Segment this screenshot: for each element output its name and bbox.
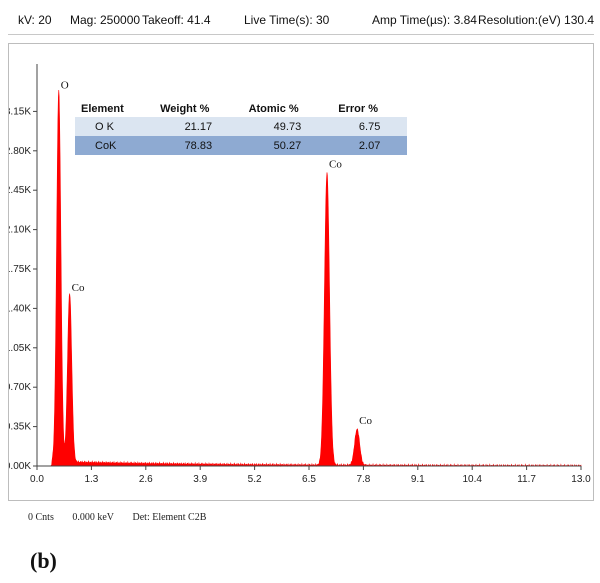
x-tick-label: 1.3: [84, 474, 98, 485]
kv-readout: kV: 20: [18, 13, 52, 27]
mag-readout: Mag: 250000: [70, 13, 141, 27]
cell-weight: 21.17: [154, 117, 243, 136]
y-tick-label: 0.00K: [9, 461, 31, 472]
x-tick-label: 10.4: [462, 474, 482, 485]
header-bar: kV: 20 Mag: 250000 Takeoff: 41.4 Live Ti…: [8, 6, 594, 35]
x-tick-label: 0.0: [30, 474, 44, 485]
takeoff-readout: Takeoff: 41.4: [142, 13, 211, 27]
y-tick-label: 0.70K: [9, 382, 31, 393]
counts-readout: 0 Cnts: [28, 512, 54, 523]
table-row: O K 21.17 49.73 6.75: [75, 117, 407, 136]
y-tick-label: 3.15K: [9, 106, 31, 117]
y-tick-label: 1.75K: [9, 264, 31, 275]
kev-readout: 0.000 keV: [72, 512, 115, 523]
x-tick-label: 11.7: [517, 474, 536, 485]
col-element: Element: [75, 100, 155, 117]
cell-error: 6.75: [332, 117, 407, 136]
x-tick-label: 13.0: [571, 474, 591, 485]
y-tick-label: 0.35K: [9, 422, 31, 433]
element-table-header: Element Weight % Atomic % Error %: [75, 100, 407, 117]
x-tick-label: 7.8: [356, 474, 370, 485]
panel-label: (b): [30, 548, 57, 573]
col-error: Error %: [332, 100, 407, 117]
live-time-readout: Live Time(s): 30: [244, 13, 330, 27]
col-atomic: Atomic %: [242, 100, 333, 117]
peak-label: O: [61, 80, 69, 92]
x-tick-label: 5.2: [248, 474, 262, 485]
x-tick-label: 3.9: [193, 474, 207, 485]
table-row: CoK 78.83 50.27 2.07: [75, 136, 407, 155]
resolution-readout: Resolution:(eV) 130.4: [478, 13, 595, 27]
y-tick-label: 2.45K: [9, 185, 31, 196]
cell-error: 2.07: [332, 136, 407, 155]
cell-atomic: 50.27: [242, 136, 333, 155]
cell-atomic: 49.73: [242, 117, 333, 136]
amp-time-readout: Amp Time(µs): 3.84: [372, 13, 477, 27]
detector-readout: Det: Element C2B: [132, 512, 207, 523]
spectrum-area: [37, 89, 582, 468]
eds-spectrum-chart: 0.0 1.3 2.6 3.9 5.2 6.5 7.8 9.1 10.4 11.7 13.0 0.00…: [9, 64, 591, 485]
peak-label: Co: [329, 158, 342, 170]
status-footer: 0 Cnts 0.000 keV Det: Element C2B: [28, 512, 222, 523]
y-tick-label: 2.80K: [9, 146, 31, 157]
x-tick-label: 2.6: [139, 474, 153, 485]
cell-weight: 78.83: [154, 136, 243, 155]
peak-label: Co: [359, 415, 372, 427]
cell-element: CoK: [75, 136, 155, 155]
element-table: Element Weight % Atomic % Error % O K 21…: [75, 100, 407, 155]
y-tick-label: 1.40K: [9, 303, 31, 314]
x-tick-label: 9.1: [411, 474, 425, 485]
col-weight: Weight %: [154, 100, 243, 117]
peak-label: Co: [72, 282, 85, 294]
spectrum-panel: 0.0 1.3 2.6 3.9 5.2 6.5 7.8 9.1 10.4 11.7 13.0 0.00…: [8, 43, 594, 501]
x-tick-label: 6.5: [302, 474, 316, 485]
y-tick-label: 1.05K: [9, 343, 31, 354]
y-tick-label: 2.10K: [9, 225, 31, 236]
cell-element: O K: [75, 117, 155, 136]
